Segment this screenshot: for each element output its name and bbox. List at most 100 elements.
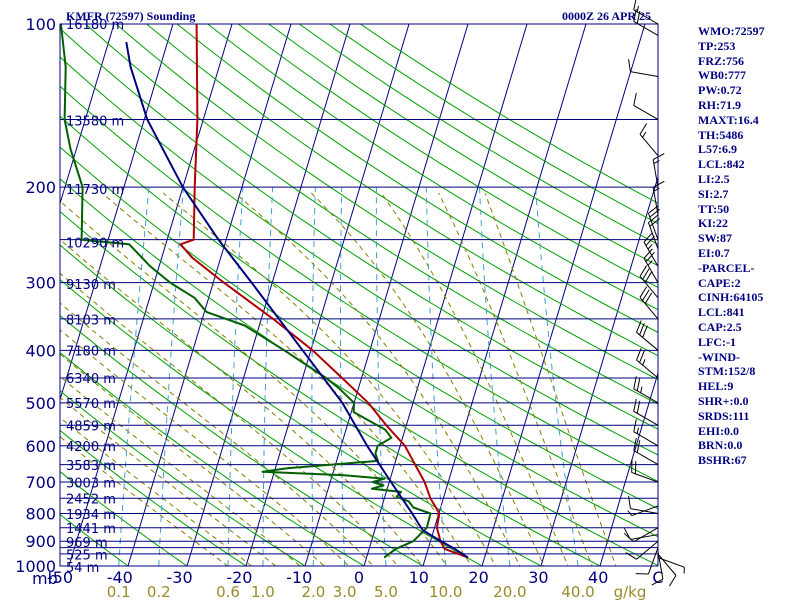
barb-half-flag — [627, 510, 633, 516]
index-entry: LCL:841 — [698, 305, 745, 320]
barb-flag — [636, 320, 642, 333]
height-label: 6340 m — [66, 372, 116, 387]
mixing-ratio-label: 10.0 — [429, 583, 462, 600]
wind-barb — [633, 376, 659, 404]
temperature-tick-label: -10 — [286, 568, 312, 587]
barb-staff — [633, 21, 659, 36]
barb-flag — [628, 496, 631, 509]
moist-adiabat — [162, 192, 497, 566]
pressure-tick-label: 100 — [25, 15, 56, 34]
index-entry: CINH:64105 — [698, 290, 764, 305]
wind-barb — [625, 540, 659, 560]
barb-staff — [657, 551, 664, 580]
barb-flag — [644, 271, 653, 283]
pressure-tick-label: 400 — [25, 341, 56, 360]
wind-barb — [633, 0, 659, 25]
index-entry: LI:2.5 — [698, 171, 730, 186]
dewpoint-trace — [60, 24, 432, 559]
barb-flag — [652, 153, 665, 161]
isotherm-line — [245, 24, 410, 566]
dry-adiabat — [60, 27, 658, 430]
height-label: 5570 m — [66, 397, 116, 412]
wind-barb — [652, 153, 665, 188]
index-entry: HEL:9 — [698, 379, 734, 394]
temperature-tick-label: 40 — [588, 568, 608, 587]
barb-flag — [642, 268, 650, 280]
barb-flag — [633, 0, 637, 11]
index-entry: EI:0.7 — [698, 245, 730, 260]
mixing-ratio-line — [311, 187, 316, 566]
pressure-unit-label: mb — [32, 569, 58, 588]
barb-flag — [636, 378, 641, 391]
barb-flag — [645, 235, 655, 246]
moist-adiabat — [60, 302, 374, 566]
isotherm-line — [68, 24, 233, 566]
barb-staff — [630, 534, 659, 540]
index-entry: RH:71.9 — [698, 97, 741, 112]
barb-staff — [652, 187, 659, 215]
barb-staff — [647, 213, 659, 240]
barb-staff — [652, 159, 659, 188]
barb-flag — [642, 289, 650, 301]
barb-half-flag — [653, 187, 660, 192]
moist-adiabat — [60, 272, 399, 566]
mixing-ratio-unit-label: g/kg — [614, 583, 647, 600]
index-entry: SW:87 — [698, 231, 733, 246]
barb-flag — [649, 208, 661, 218]
valid-time: 0000Z 26 APR 25 — [562, 9, 652, 23]
wind-barb — [639, 286, 659, 320]
index-entry: SRDS:111 — [698, 408, 750, 423]
parcel-trace — [125, 41, 469, 559]
isotherm-line — [481, 24, 646, 566]
mixing-ratio-line — [118, 187, 150, 566]
temperature-tick-label: 10 — [409, 568, 429, 587]
wind-barb — [643, 248, 659, 283]
moist-adiabat — [310, 192, 545, 566]
barb-half-flag — [647, 260, 653, 266]
height-label: 3003 m — [66, 476, 116, 491]
index-entry: LCL:842 — [698, 157, 745, 172]
moist-adiabat — [438, 192, 593, 566]
index-entry: MAXT:16.4 — [698, 112, 759, 127]
pressure-tick-label: 1000 — [15, 557, 56, 576]
barb-half-flag — [653, 160, 660, 164]
barb-staff — [643, 241, 659, 267]
barb-staff — [639, 133, 659, 157]
barb-flag — [639, 123, 648, 135]
barb-flag — [636, 400, 641, 414]
barb-half-flag — [636, 427, 639, 434]
height-label: 1441 m — [66, 522, 116, 537]
mixing-ratio-line — [227, 187, 244, 566]
temperature-tick-label: 20 — [468, 568, 488, 587]
height-label: 2452 m — [66, 493, 116, 508]
temperature-tick-label: C — [652, 568, 663, 587]
index-entry: PW:0.72 — [698, 83, 742, 98]
barb-flag — [645, 252, 655, 263]
barb-staff — [639, 276, 659, 299]
mixing-ratio-label: 0.2 — [147, 583, 171, 600]
index-entry: L57:6.9 — [698, 142, 737, 157]
moist-adiabat — [60, 416, 253, 566]
barb-flag — [636, 348, 642, 361]
height-label: 1934 m — [66, 508, 116, 523]
height-label: 969 m — [66, 536, 108, 551]
index-entry: -PARCEL- — [698, 260, 755, 275]
height-label: 10290 m — [66, 236, 124, 251]
barb-staff — [636, 540, 659, 560]
moist-adiabat — [60, 396, 277, 566]
barb-flag — [623, 532, 635, 543]
wind-barb — [636, 348, 659, 379]
temperature-tick-label: 30 — [528, 568, 548, 587]
barb-staff — [633, 410, 659, 426]
barb-flag — [633, 419, 637, 432]
barb-staff — [657, 553, 677, 576]
pressure-tick-label: 200 — [25, 178, 56, 197]
barb-staff — [633, 527, 659, 543]
barb-flag — [633, 92, 637, 106]
height-label: 4200 m — [66, 440, 116, 455]
barb-half-flag — [636, 5, 639, 13]
height-label: 54 m — [66, 561, 99, 576]
index-entry: TH:5486 — [698, 127, 744, 142]
wind-barb — [631, 459, 659, 483]
mixing-ratio-line — [158, 187, 184, 566]
